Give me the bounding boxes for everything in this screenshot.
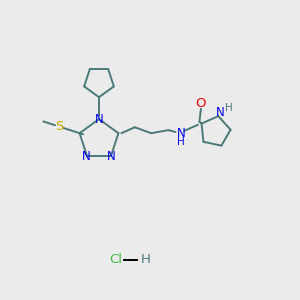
Text: Cl: Cl — [109, 253, 122, 266]
Text: H: H — [141, 253, 150, 266]
Text: N: N — [215, 106, 224, 119]
Text: H: H — [177, 136, 185, 147]
Text: N: N — [82, 149, 91, 163]
Text: N: N — [94, 112, 103, 126]
Text: S: S — [55, 120, 63, 133]
Text: O: O — [196, 97, 206, 110]
Text: N: N — [107, 149, 116, 163]
Text: H: H — [225, 103, 233, 113]
Text: N: N — [176, 127, 185, 140]
